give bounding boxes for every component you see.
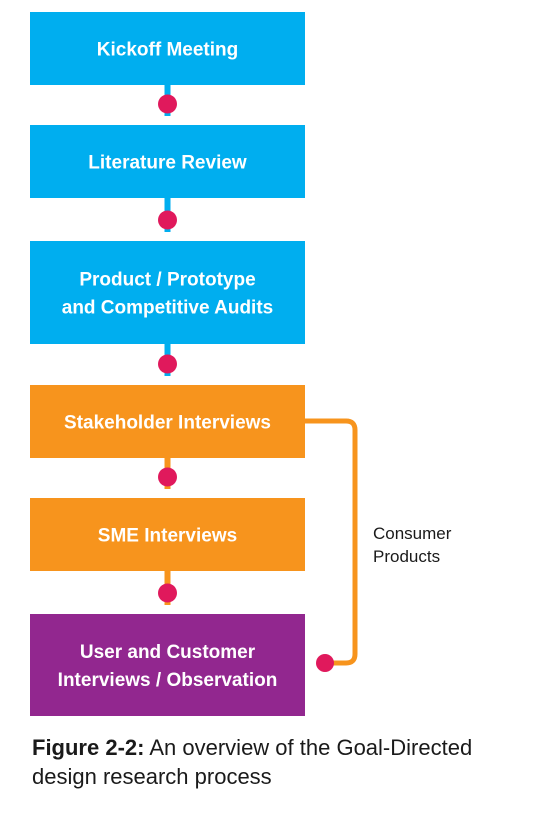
step-product-audits: Product / Prototype and Competitive Audit…: [30, 241, 305, 344]
step-label-line: User and Customer: [80, 642, 256, 663]
step-label-line: Stakeholder Interviews: [64, 413, 271, 434]
step-label-line: Interviews / Observation: [58, 670, 278, 691]
connector-dot: [158, 583, 177, 603]
step-box: [30, 385, 305, 458]
step-kickoff-meeting: Kickoff Meeting: [30, 12, 305, 85]
step-user-customer-interviews: User and Customer Interviews / Observatio…: [30, 614, 305, 716]
connector-dot: [158, 210, 177, 230]
side-label-line-2: Products: [373, 547, 440, 566]
step-box: [30, 614, 305, 716]
figure-caption: Figure 2-2: An overview of the Goal-Dire…: [32, 733, 537, 791]
step-label-line: Literature Review: [88, 153, 247, 174]
figure-caption-text: An overview of the Goal-Directed design …: [32, 735, 473, 789]
connector-dot: [158, 94, 177, 114]
side-label-line-1: Consumer: [373, 524, 452, 543]
bypass-connector-dot: [316, 654, 334, 672]
figure-number: Figure 2-2:: [32, 735, 145, 760]
step-box: [30, 12, 305, 85]
bypass-connector: [305, 418, 358, 666]
step-box: [30, 125, 305, 198]
step-label-line: Kickoff Meeting: [97, 40, 238, 61]
step-label-line: Product / Prototype: [79, 270, 255, 291]
step-stakeholder-interviews: Stakeholder Interviews: [30, 385, 305, 458]
connector-dot: [158, 467, 177, 487]
step-box: [30, 241, 305, 344]
step-literature-review: Literature Review: [30, 125, 305, 198]
connector-dot: [158, 354, 177, 374]
step-sme-interviews: SME Interviews: [30, 498, 305, 571]
step-label-line: SME Interviews: [98, 526, 237, 547]
step-label-line: and Competitive Audits: [62, 298, 273, 319]
step-box: [30, 498, 305, 571]
